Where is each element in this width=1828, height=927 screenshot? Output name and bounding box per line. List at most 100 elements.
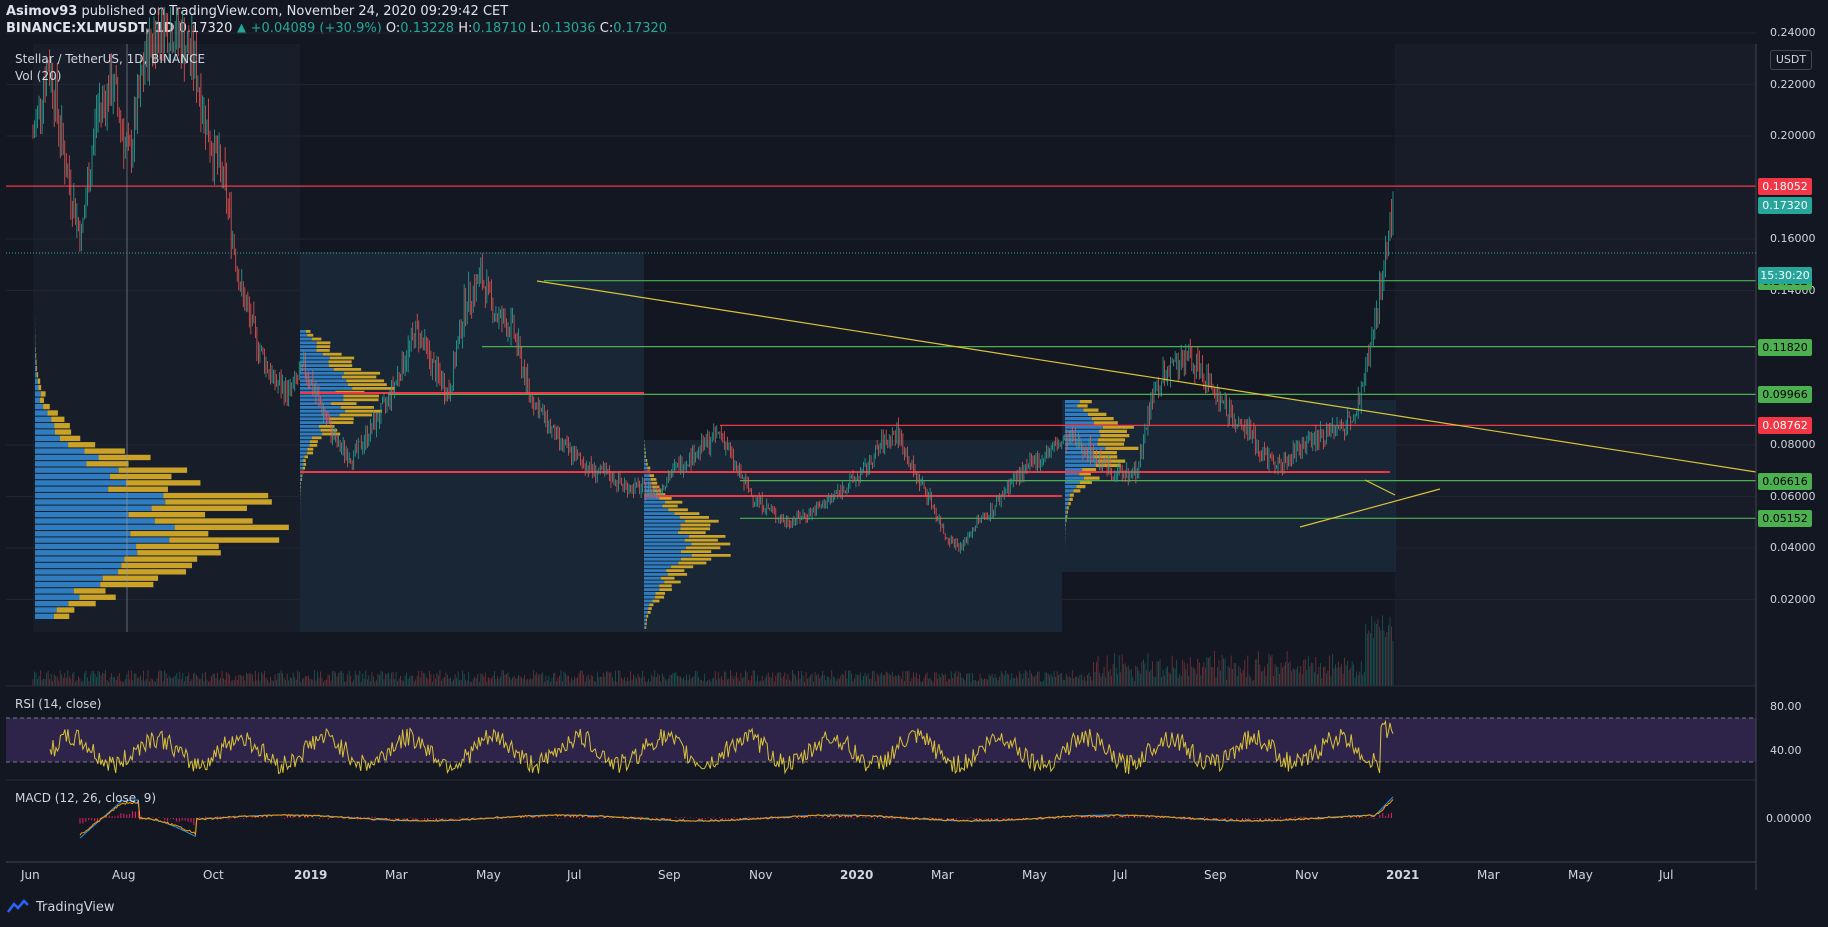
profile-row-up: [1065, 434, 1101, 438]
profile-row-down: [645, 459, 648, 462]
profile-row-down: [56, 607, 75, 613]
footer-brand[interactable]: TradingView: [6, 899, 115, 915]
profile-row-up: [1065, 463, 1096, 467]
profile-row-up: [300, 352, 323, 356]
profile-row-up: [300, 371, 345, 375]
profile-row-up: [644, 554, 692, 557]
profile-row-up: [35, 550, 138, 556]
brand-name: TradingView: [36, 899, 115, 915]
profile-row-down: [664, 580, 681, 584]
symbol-label: BINANCE:XLMUSDT, 1D: [6, 21, 175, 36]
profile-row-down: [659, 588, 672, 591]
profile-row-down: [646, 462, 648, 466]
profile-row-up: [35, 365, 37, 372]
profile-row-up: [300, 345, 317, 348]
profile-row-up: [35, 372, 37, 378]
profile-row-up: [300, 406, 341, 409]
high-label: H:: [458, 21, 473, 36]
profile-row-up: [35, 518, 155, 524]
profile-row-up: [35, 575, 103, 581]
profile-row-up: [1065, 400, 1080, 404]
profile-row-up: [35, 416, 52, 423]
level-price-label: 0.08762: [1758, 417, 1812, 435]
time-tick: 2021: [1386, 868, 1420, 882]
profile-row-down: [316, 349, 330, 352]
profile-row-up: [644, 557, 681, 561]
profile-row-up: [300, 478, 302, 481]
publish-line: Asimov93 published on TradingView.com, N…: [6, 3, 667, 20]
currency-button[interactable]: USDT: [1770, 50, 1812, 70]
profile-row-down: [679, 516, 710, 519]
time-tick: 2020: [840, 868, 874, 882]
profile-row-down: [151, 505, 247, 511]
profile-row-down: [137, 550, 221, 556]
profile-row-up: [644, 584, 660, 588]
profile-row-down: [35, 353, 37, 359]
profile-row-up: [35, 511, 129, 518]
profile-row-up: [300, 463, 304, 466]
triangle-upper-line[interactable]: [1364, 479, 1396, 496]
profile-row-down: [680, 550, 712, 553]
profile-row-up: [644, 607, 649, 610]
profile-row-up: [300, 455, 305, 459]
profile-row-down: [36, 372, 39, 378]
profile-row-down: [51, 416, 65, 423]
profile-row-down: [163, 492, 269, 499]
profile-row-down: [647, 466, 651, 470]
profile-row-down: [53, 613, 70, 619]
time-tick: Nov: [749, 868, 773, 882]
profile-row-down: [79, 594, 116, 600]
profile-row-down: [647, 611, 651, 614]
profile-row-up: [644, 561, 679, 565]
profile-row-down: [343, 394, 379, 398]
author-name[interactable]: Asimov93: [6, 4, 78, 19]
profile-row-up: [35, 454, 99, 461]
profile-row-down: [35, 359, 37, 365]
profile-row-down: [677, 531, 706, 534]
profile-row-down: [662, 504, 678, 508]
triangle-lower-line[interactable]: [1299, 488, 1441, 528]
profile-row-up: [644, 622, 646, 626]
profile-row-down: [645, 626, 647, 629]
profile-row-down: [118, 569, 187, 575]
profile-row-down: [341, 375, 377, 379]
profile-row-up: [35, 531, 131, 537]
profile-row-down: [303, 463, 307, 466]
profile-row-down: [329, 417, 354, 421]
profile-row-down: [165, 499, 272, 505]
profile-row-down: [38, 384, 42, 391]
profile-row-down: [1079, 400, 1092, 404]
profile-row-up: [1065, 510, 1067, 514]
profile-row-down: [648, 607, 652, 610]
profile-row-up: [644, 519, 686, 523]
profile-row-up: [644, 565, 672, 569]
profile-row-up: [35, 499, 166, 505]
profile-row-down: [303, 459, 306, 462]
profile-row-down: [691, 542, 731, 546]
profile-row-up: [1065, 502, 1069, 506]
rsi-line: [49, 719, 1394, 775]
macd-tick-0: 0.00000: [1766, 812, 1812, 825]
volume-label: Vol (20): [15, 69, 62, 83]
low-label: L:: [530, 21, 542, 36]
publish-info: published on TradingView.com, November 2…: [81, 4, 509, 19]
profile-row-up: [644, 455, 646, 458]
profile-row-up: [35, 353, 36, 359]
profile-row-down: [1079, 472, 1091, 476]
profile-row-up: [300, 409, 346, 413]
profile-row-down: [68, 442, 96, 448]
profile-row-down: [1067, 506, 1069, 510]
time-tick: Jul: [1113, 868, 1128, 882]
profile-row-down: [331, 402, 357, 405]
profile-row-up: [1065, 489, 1074, 493]
profile-row-down: [316, 345, 331, 348]
profile-row-down: [309, 444, 318, 447]
descending-trendline[interactable]: [536, 280, 1757, 473]
profile-row-down: [1069, 493, 1074, 497]
profile-row-up: [300, 398, 344, 402]
profile-row-up: [300, 421, 330, 424]
profile-row-up: [644, 626, 646, 629]
profile-row-down: [680, 557, 712, 561]
rsi-tick-40: 40.00: [1770, 744, 1802, 757]
